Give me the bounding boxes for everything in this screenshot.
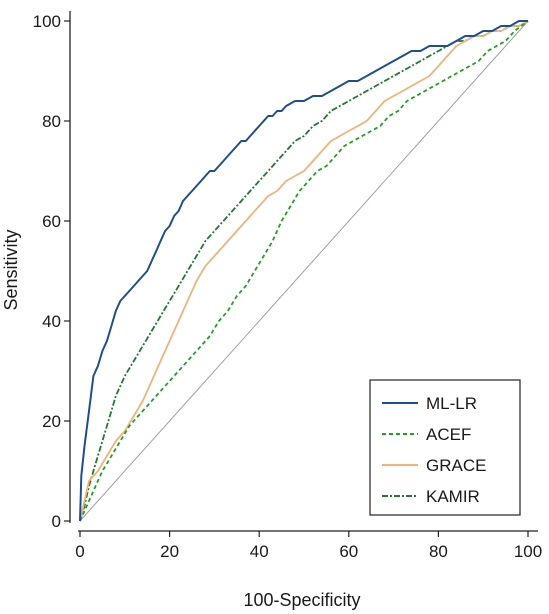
reference-diagonal-line (79, 20, 529, 522)
x-tick-label: 60 (339, 542, 358, 561)
y-tick-label: 60 (42, 212, 61, 231)
x-axis-label: 100-Specificity (243, 590, 360, 610)
series-layer (79, 20, 529, 522)
axis-ticks: 0 20 40 60 80 100 0 20 40 60 80 100 (33, 12, 543, 561)
y-tick-label: 80 (42, 112, 61, 131)
y-tick-label: 20 (42, 412, 61, 431)
x-tick-label: 100 (514, 542, 542, 561)
series-line-kamir (79, 20, 529, 522)
x-tick-label: 0 (75, 542, 84, 561)
y-axis-label: Sensitivity (1, 229, 21, 310)
x-tick-label: 20 (160, 542, 179, 561)
y-tick-label: 0 (52, 512, 61, 531)
legend: ML-LR ACEF GRACE KAMIR (369, 379, 521, 516)
legend-label: KAMIR (426, 487, 480, 506)
series-line-grace (79, 20, 529, 522)
x-tick-label: 40 (250, 542, 269, 561)
series-line-ml-lr (79, 20, 528, 522)
legend-label: GRACE (426, 456, 486, 475)
axes (69, 11, 538, 532)
y-tick-label: 40 (42, 312, 61, 331)
legend-label: ACEF (426, 425, 471, 444)
series-line-acef (79, 20, 529, 522)
x-tick-label: 80 (429, 542, 448, 561)
legend-items: ML-LR ACEF GRACE KAMIR (382, 394, 486, 506)
y-tick-label: 100 (33, 12, 61, 31)
legend-label: ML-LR (426, 394, 477, 413)
